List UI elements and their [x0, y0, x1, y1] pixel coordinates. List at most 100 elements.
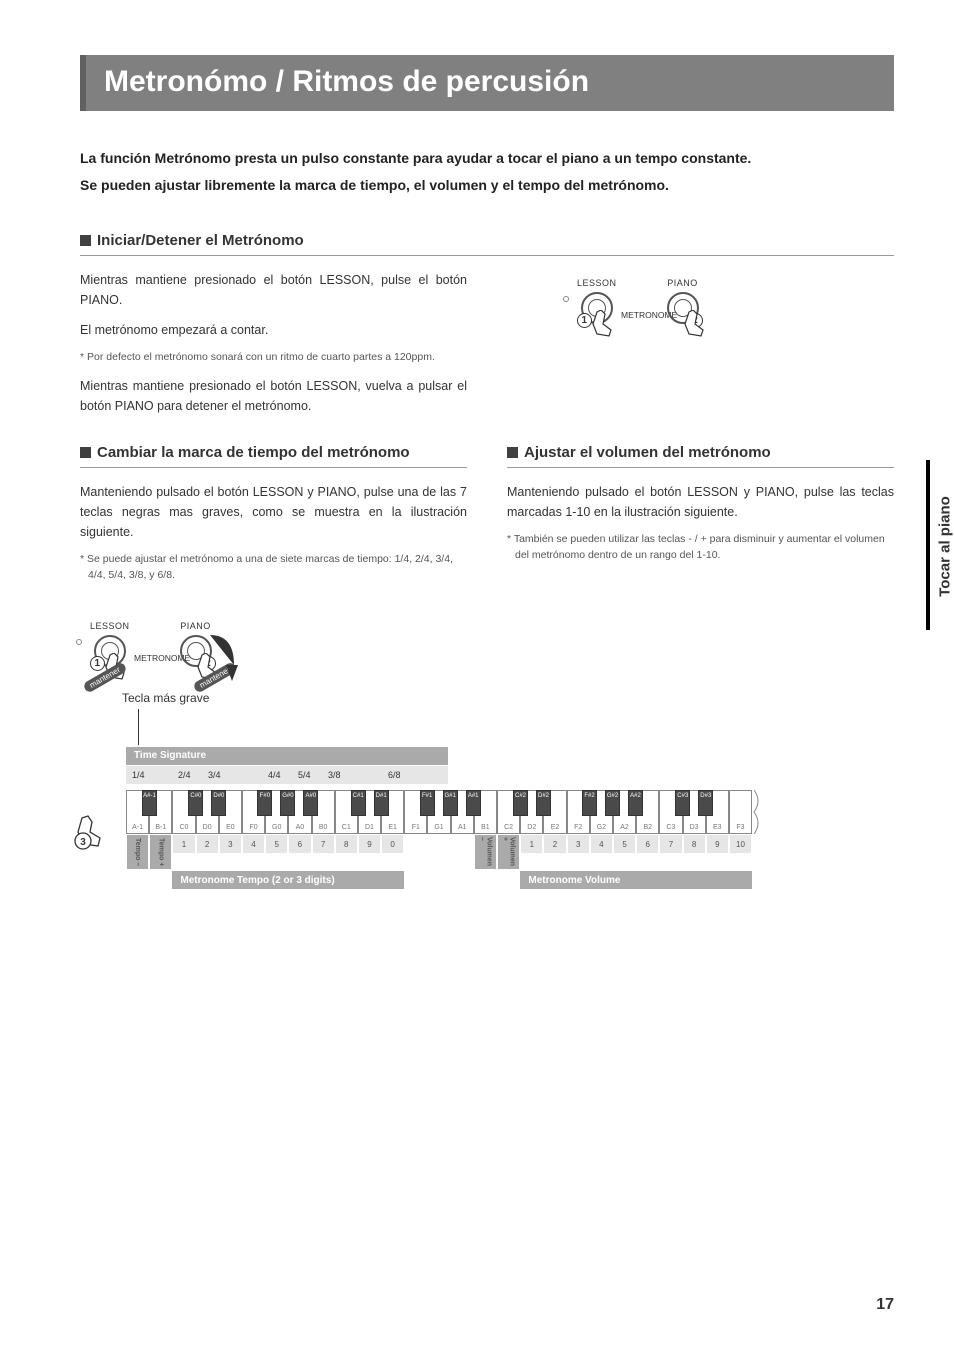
s1-p2: El metrónomo empezará a contar.	[80, 320, 467, 340]
divider	[507, 467, 894, 468]
ts-7: 6/8	[382, 770, 428, 780]
octave-2: C2 D2 E2 F2 G2 A2 B2 C#2 D#2 F#2 G#2 A#2	[497, 790, 659, 834]
section-1-heading-text: Iniciar/Detener el Metrónomo	[97, 232, 304, 249]
octave-0: C0 D0 E0 F0 G0 A0 B0 C#0 D#0 F#0 G#0 A#0	[172, 790, 334, 834]
hand-3-icon: 3	[74, 814, 110, 850]
intro-block: La función Metrónomo presta un pulso con…	[80, 145, 894, 198]
tempo-num: 5	[265, 834, 288, 854]
section-3-heading: Ajustar el volumen del metrónomo	[507, 444, 894, 461]
piano-label: PIANO	[667, 278, 698, 288]
black-key: C#3	[675, 790, 690, 816]
section-1-columns: Mientras mantiene presionado el botón LE…	[80, 270, 894, 426]
tempo-bar: Metronome Tempo (2 or 3 digits)	[172, 871, 404, 889]
divider	[80, 255, 894, 256]
ts-1: 1/4	[126, 770, 172, 780]
piano-label-2: PIANO	[180, 621, 211, 631]
vol-num: 10	[729, 834, 752, 854]
led-icon	[563, 296, 569, 302]
badge-1b: 1	[90, 656, 105, 671]
tempo-num: 2	[196, 834, 219, 854]
lesson-button-2: 1 mantener	[94, 635, 126, 667]
vol-num: 9	[706, 834, 729, 854]
black-key: F#2	[582, 790, 597, 816]
tempo-num: 0	[381, 834, 404, 854]
piano-button-unit-2: PIANO 2 mantener	[180, 621, 212, 667]
vol-num: 3	[567, 834, 590, 854]
section-2-heading: Cambiar la marca de tiempo del metrónomo	[80, 444, 467, 461]
strip-labels-row: Metronome Tempo (2 or 3 digits) Metronom…	[80, 870, 894, 889]
black-key: D#3	[698, 790, 713, 816]
ts-4: 4/4	[262, 770, 292, 780]
page-title: Metronómo / Ritmos de percusión	[104, 65, 589, 98]
page-number: 17	[876, 1296, 894, 1314]
s1-p1: Mientras mantiene presionado el botón LE…	[80, 270, 467, 310]
section-1-diagram-col: LESSON 1 METRONOME PIANO 2	[507, 270, 894, 426]
vol-num: 8	[683, 834, 706, 854]
ts-3: 3/4	[202, 770, 262, 780]
lesson-button: 1	[581, 292, 613, 324]
lesson-button-unit-2: LESSON 1 mantener	[90, 621, 130, 667]
black-key: G#1	[443, 790, 458, 816]
piano-button: 2	[667, 292, 699, 324]
tempo-num: 3	[219, 834, 242, 854]
vol-num: 2	[543, 834, 566, 854]
s1-note: * Por defecto el metrónomo sonará con un…	[80, 350, 467, 366]
octave-3: C3 D3 E3 F3 C#3 D#3	[659, 790, 752, 834]
piano-button-unit: PIANO 2	[667, 278, 699, 324]
ts-5: 5/4	[292, 770, 322, 780]
section-2-heading-text: Cambiar la marca de tiempo del metrónomo	[97, 444, 410, 461]
bottom-strip: Tempo – Tempo + 1 2 3 4 5 6 7 8 9 0 Volu…	[80, 834, 894, 870]
tempo-bar-label: Metronome Tempo (2 or 3 digits)	[180, 875, 334, 886]
keyboard-illustration: Tecla más grave Time Signature 1/4 2/4 3…	[80, 691, 894, 889]
divider	[80, 467, 467, 468]
tempo-num: 7	[312, 834, 335, 854]
pointer-line	[138, 709, 139, 745]
black-key: D#0	[211, 790, 226, 816]
page: Metronómo / Ritmos de percusión La funci…	[0, 0, 954, 1350]
vol-num: 4	[590, 834, 613, 854]
black-key: D#2	[536, 790, 551, 816]
s1-p3: Mientras mantiene presionado el botón LE…	[80, 376, 467, 416]
badge-1: 1	[577, 313, 592, 328]
black-key: C#2	[513, 790, 528, 816]
tempo-minus-label: Tempo –	[126, 834, 149, 870]
tempo-num: 8	[335, 834, 358, 854]
ts-6: 3/8	[322, 770, 382, 780]
vol-minus-label: Volumen –	[474, 834, 497, 870]
vol-num: 7	[659, 834, 682, 854]
volume-bar: Metronome Volume	[520, 871, 752, 889]
black-key: C#1	[351, 790, 366, 816]
tempo-num: 4	[242, 834, 265, 854]
black-key: F#1	[420, 790, 435, 816]
vol-num: 1	[520, 834, 543, 854]
arrow-down-icon	[206, 631, 238, 683]
s2-note: * Se puede ajustar el metrónomo a una de…	[80, 552, 467, 584]
side-tab: Tocar al piano	[926, 460, 954, 630]
s3-p1: Manteniendo pulsado el botón LESSON y PI…	[507, 482, 894, 522]
black-key: C#0	[188, 790, 203, 816]
black-key: F#0	[257, 790, 272, 816]
hand-icon	[591, 310, 615, 338]
s2-p1: Manteniendo pulsado el botón LESSON y PI…	[80, 482, 467, 542]
button-diagram-2: LESSON 1 mantener METRONOME PIANO 2 mant…	[90, 621, 894, 667]
tempo-plus-label: Tempo +	[149, 834, 172, 870]
keyboard-break-icon	[752, 790, 764, 834]
tempo-num: 6	[288, 834, 311, 854]
s3-note: * También se pueden utilizar las teclas …	[507, 532, 894, 564]
black-key: A#0	[303, 790, 318, 816]
vol-plus-label: Volumen +	[497, 834, 520, 870]
hand-icon	[683, 310, 707, 338]
black-key: A#2	[628, 790, 643, 816]
section-1-heading: Iniciar/Detener el Metrónomo	[80, 232, 894, 249]
black-key: G#2	[605, 790, 620, 816]
lesson-button-unit: LESSON 1	[577, 278, 617, 324]
section-1-text-col: Mientras mantiene presionado el botón LE…	[80, 270, 467, 426]
octave-1: C1 D1 E1 F1 G1 A1 B1 C#1 D#1 F#1 G#1 A#1	[335, 790, 497, 834]
vol-num: 5	[613, 834, 636, 854]
first-group: A-1 B-1 A#-1	[126, 790, 172, 834]
keyboard-row: 3 A-1 B-1 A#-1 C0 D0 E0 F0 G0 A0 B0 C#0 …	[80, 790, 894, 834]
time-signature-bar: Time Signature	[126, 747, 448, 765]
vol-num: 6	[636, 834, 659, 854]
time-signature-header: Time Signature	[134, 750, 206, 761]
intro-line-1: La función Metrónomo presta un pulso con…	[80, 145, 894, 172]
